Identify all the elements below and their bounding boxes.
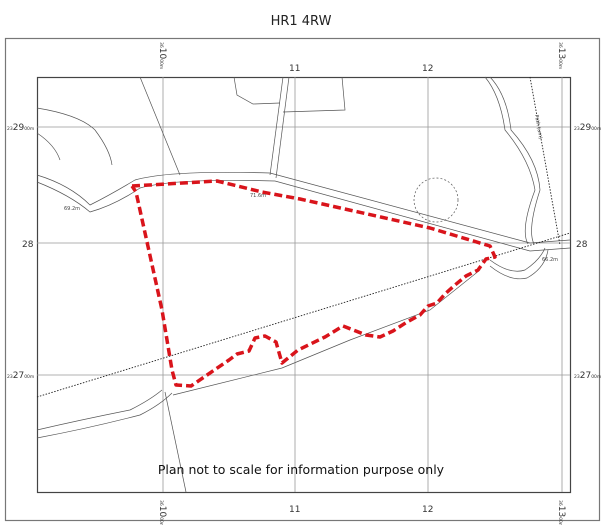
svg-text:11: 11 (289, 64, 300, 74)
easting-labels-top: 361000m 11 12 361300m (157, 42, 566, 74)
map-title: HR1 4RW (270, 14, 332, 29)
svg-text:361000m: 361000m (157, 500, 167, 525)
outer-frame (4, 37, 601, 522)
path-label: Path (um) (533, 114, 543, 139)
svg-text:28: 28 (576, 240, 588, 250)
site-boundary[interactable] (130, 179, 497, 388)
height-label: 71.6m (250, 193, 266, 199)
map-frame (36, 76, 572, 494)
svg-text:232900m: 232900m (7, 123, 34, 133)
northing-labels-left: 232900m 28 232700m (7, 123, 34, 381)
dotted-paths (36, 76, 571, 398)
svg-text:361000m: 361000m (157, 42, 167, 69)
svg-text:232900m: 232900m (574, 123, 601, 133)
svg-text:232700m: 232700m (574, 371, 601, 381)
svg-text:232700m: 232700m (7, 371, 34, 381)
height-label: 66.2m (542, 257, 558, 263)
svg-text:11: 11 (289, 505, 300, 515)
svg-text:28: 28 (22, 240, 34, 250)
svg-text:12: 12 (422, 505, 433, 515)
svg-text:361300m: 361300m (556, 42, 566, 69)
base-map-features (36, 76, 571, 493)
easting-labels-bottom: 361000m 11 12 361300m (157, 500, 566, 525)
disclaimer-note: Plan not to scale for information purpos… (157, 462, 445, 477)
svg-text:361300m: 361300m (556, 500, 566, 525)
height-label: 69.2m (64, 206, 80, 212)
grid-lines (37, 77, 570, 492)
svg-text:12: 12 (422, 64, 433, 74)
northing-labels-right: 232900m 28 232700m (574, 123, 601, 381)
